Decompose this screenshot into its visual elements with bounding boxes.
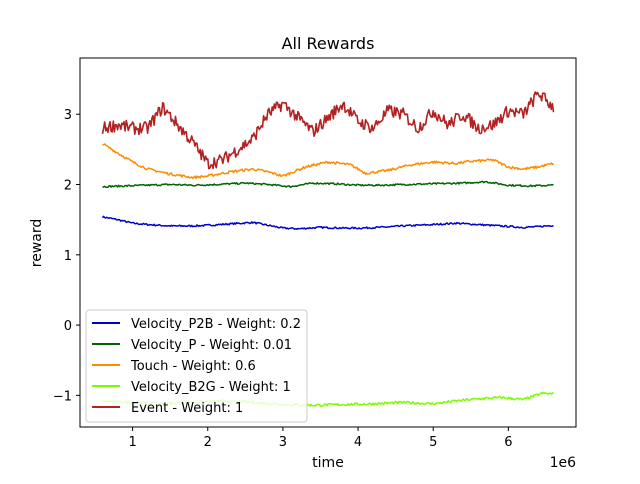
- y-axis: −1 0 1 2 3: [53, 108, 80, 404]
- y-axis-label: reward: [29, 219, 45, 268]
- x-tick-label: 4: [354, 435, 362, 450]
- legend-label: Velocity_P2B - Weight: 0.2: [131, 317, 301, 332]
- series-line: [102, 180, 554, 189]
- y-tick-label: 3: [64, 108, 72, 123]
- x-tick-label: 3: [279, 435, 287, 450]
- y-tick-label: 1: [64, 249, 72, 264]
- legend-label: Event - Weight: 1: [131, 401, 243, 416]
- y-tick-label: −1: [53, 389, 72, 404]
- legend-label: Velocity_B2G - Weight: 1: [131, 380, 291, 395]
- y-tick-label: 2: [64, 179, 72, 194]
- legend-label: Touch - Weight: 0.6: [130, 359, 256, 374]
- legend: Velocity_P2B - Weight: 0.2 Velocity_P - W…: [85, 309, 308, 423]
- series-line: [102, 143, 555, 180]
- series-line: [101, 215, 554, 231]
- x-axis-offset-label: 1e6: [550, 455, 577, 471]
- x-tick-label: 6: [504, 435, 512, 450]
- x-tick-label: 2: [204, 435, 212, 450]
- plot-frame: [79, 57, 577, 428]
- x-tick-label: 5: [429, 435, 437, 450]
- chart-title: All Rewards: [282, 34, 375, 53]
- series-line: [101, 91, 555, 170]
- x-axis: 1 2 3 4 5 6: [128, 427, 513, 450]
- x-tick-label: 1: [128, 435, 136, 450]
- y-tick-label: 0: [64, 319, 72, 334]
- x-axis-label: time: [312, 455, 344, 471]
- legend-label: Velocity_P - Weight: 0.01: [131, 338, 292, 353]
- legend-box: [85, 309, 308, 423]
